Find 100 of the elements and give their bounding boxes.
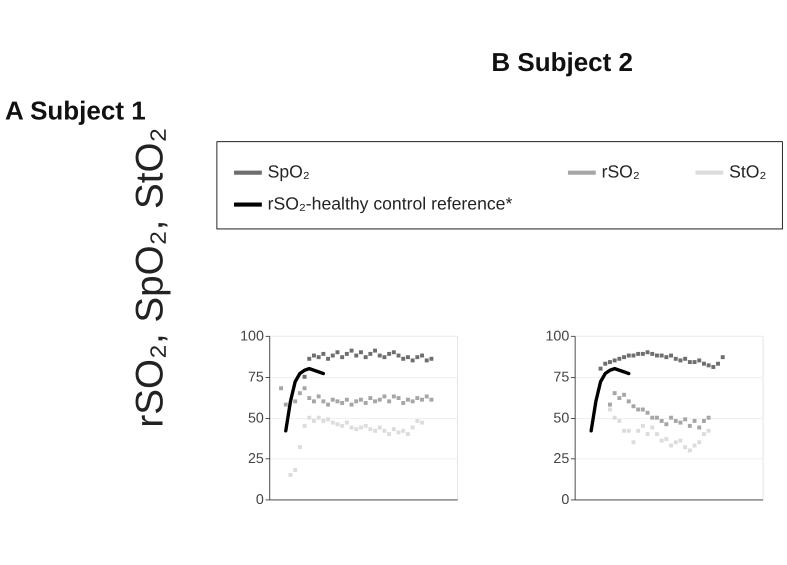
point	[312, 354, 316, 358]
point	[392, 427, 396, 432]
point	[307, 416, 312, 420]
point	[358, 350, 363, 354]
point	[702, 432, 706, 436]
y-tick-label: 0	[256, 492, 264, 508]
point	[626, 354, 631, 358]
point	[702, 362, 706, 366]
point	[392, 350, 396, 354]
point	[636, 352, 640, 356]
point	[720, 355, 725, 360]
point	[654, 416, 659, 420]
point	[631, 354, 636, 358]
point	[631, 440, 636, 444]
point	[401, 428, 406, 433]
point	[326, 417, 330, 422]
point	[660, 354, 664, 358]
point	[326, 402, 330, 407]
point	[420, 420, 424, 425]
point	[401, 401, 406, 405]
point	[674, 419, 678, 423]
point	[692, 444, 697, 448]
y-tick-label: 25	[553, 451, 570, 468]
point	[382, 428, 386, 433]
point	[354, 354, 358, 358]
point	[612, 358, 617, 362]
point	[692, 419, 697, 423]
point	[401, 356, 406, 361]
point	[321, 419, 326, 423]
point	[378, 398, 382, 402]
point	[706, 416, 711, 420]
point	[378, 426, 382, 430]
point	[302, 386, 307, 390]
point	[316, 394, 321, 398]
point	[358, 426, 363, 430]
point	[617, 419, 622, 423]
point	[392, 394, 396, 398]
point	[688, 360, 692, 364]
point	[692, 360, 697, 364]
point	[344, 352, 349, 356]
point	[298, 391, 302, 396]
point	[354, 399, 358, 404]
point	[716, 362, 720, 366]
point	[354, 427, 358, 432]
line-series	[284, 366, 326, 432]
point	[636, 428, 640, 433]
point	[646, 410, 650, 415]
point	[312, 419, 316, 423]
point	[424, 358, 429, 362]
point	[410, 358, 415, 362]
point	[368, 427, 372, 432]
point	[335, 350, 340, 354]
point	[646, 432, 650, 436]
point	[612, 416, 617, 420]
point	[373, 348, 378, 353]
point	[406, 398, 410, 402]
point	[340, 424, 344, 428]
point	[640, 424, 645, 428]
point	[406, 355, 410, 360]
y-tick-label: 0	[561, 492, 570, 508]
point	[688, 448, 692, 452]
point	[373, 399, 378, 404]
point	[350, 348, 354, 353]
text: B Subject 2	[491, 46, 633, 77]
point	[608, 402, 612, 407]
point	[664, 437, 668, 441]
point	[316, 416, 321, 420]
point	[340, 355, 344, 360]
point	[669, 416, 674, 420]
point	[598, 366, 603, 371]
point	[612, 391, 617, 396]
point	[364, 355, 368, 360]
point	[669, 444, 674, 448]
point	[368, 352, 372, 356]
point	[415, 355, 420, 360]
point	[307, 356, 312, 361]
point	[654, 354, 659, 358]
point	[316, 355, 321, 360]
point	[415, 396, 420, 400]
point	[312, 399, 316, 404]
y-tick-label: 100	[545, 328, 570, 345]
point	[321, 399, 326, 404]
point	[288, 472, 292, 477]
point	[622, 392, 626, 397]
point	[382, 355, 386, 360]
point	[387, 432, 392, 436]
point	[711, 365, 716, 369]
point	[640, 408, 645, 412]
point	[364, 424, 368, 428]
point	[350, 426, 354, 430]
point	[608, 408, 612, 412]
point	[335, 399, 340, 404]
point	[382, 394, 386, 398]
point	[358, 398, 363, 402]
point	[410, 399, 415, 404]
y-axis-title: rSO₂, SpO₂, StO₂	[128, 128, 172, 428]
point	[626, 428, 631, 433]
point	[429, 356, 434, 361]
point	[378, 354, 382, 358]
point	[660, 419, 664, 423]
